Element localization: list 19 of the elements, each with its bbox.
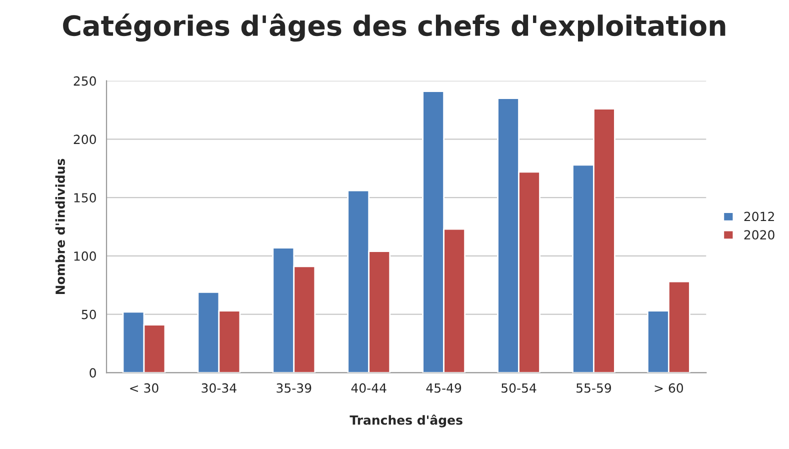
y-tick-label: 150 [74,193,96,202]
y-tick-label: 50 [82,310,96,320]
legend-label: 2020 [744,230,774,240]
y-tick-label: 250 [74,76,96,86]
x-tick-label: 35-39 [276,383,312,393]
y-tick-label: 200 [74,134,96,144]
x-axis-title: Tranches d'âges [350,414,462,428]
x-tick-label: 30-34 [202,383,236,393]
y-tick-label: 100 [74,251,96,261]
x-tick-label: 55-59 [576,383,612,393]
x-tick-label: < 30 [130,383,158,393]
x-tick-label: > 60 [654,383,684,393]
x-tick-label: 40-44 [351,383,386,393]
legend-label: 2012 [744,212,774,222]
y-tick-label: 0 [90,368,96,378]
x-tick-label: 45-49 [426,383,462,393]
chart-title: Catégories d'âges des chefs d'exploitation [63,13,726,42]
x-tick-label: 50-54 [502,383,536,393]
y-axis-title: Nombre d'individus [55,158,65,294]
